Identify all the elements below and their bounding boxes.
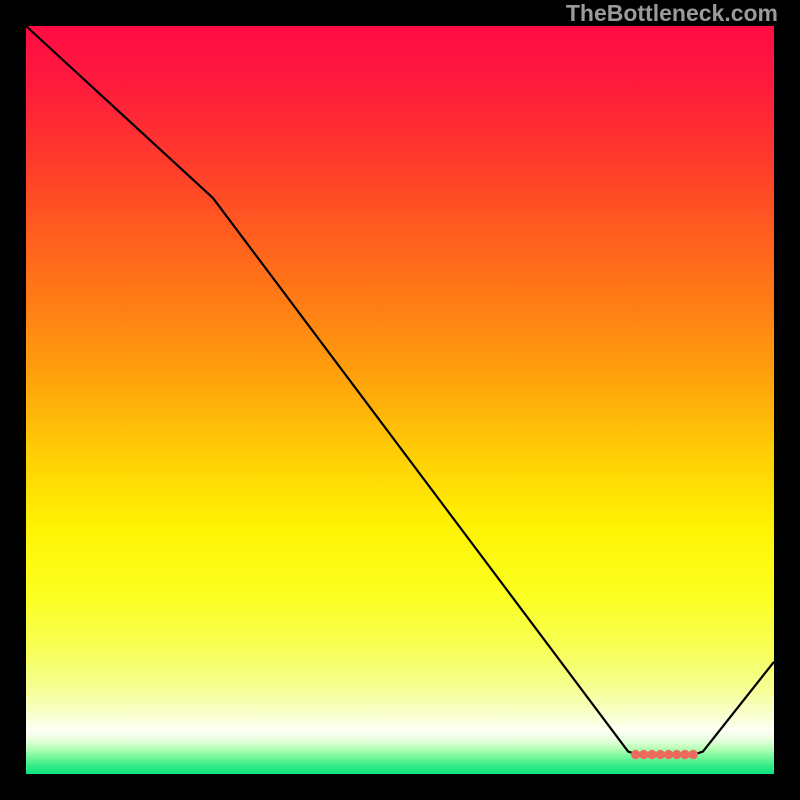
optimal-marker xyxy=(664,750,674,760)
gradient-background xyxy=(26,26,774,774)
optimal-marker xyxy=(631,750,641,760)
frame-right xyxy=(774,0,800,800)
optimal-marker xyxy=(688,750,698,760)
frame-bottom xyxy=(0,774,800,800)
optimal-marker xyxy=(639,750,649,760)
optimal-marker xyxy=(656,750,666,760)
frame-left xyxy=(0,0,26,800)
optimal-marker xyxy=(672,750,682,760)
optimal-marker xyxy=(647,750,657,760)
watermark-text: TheBottleneck.com xyxy=(566,0,778,27)
bottleneck-chart xyxy=(0,0,800,800)
optimal-marker xyxy=(680,750,690,760)
